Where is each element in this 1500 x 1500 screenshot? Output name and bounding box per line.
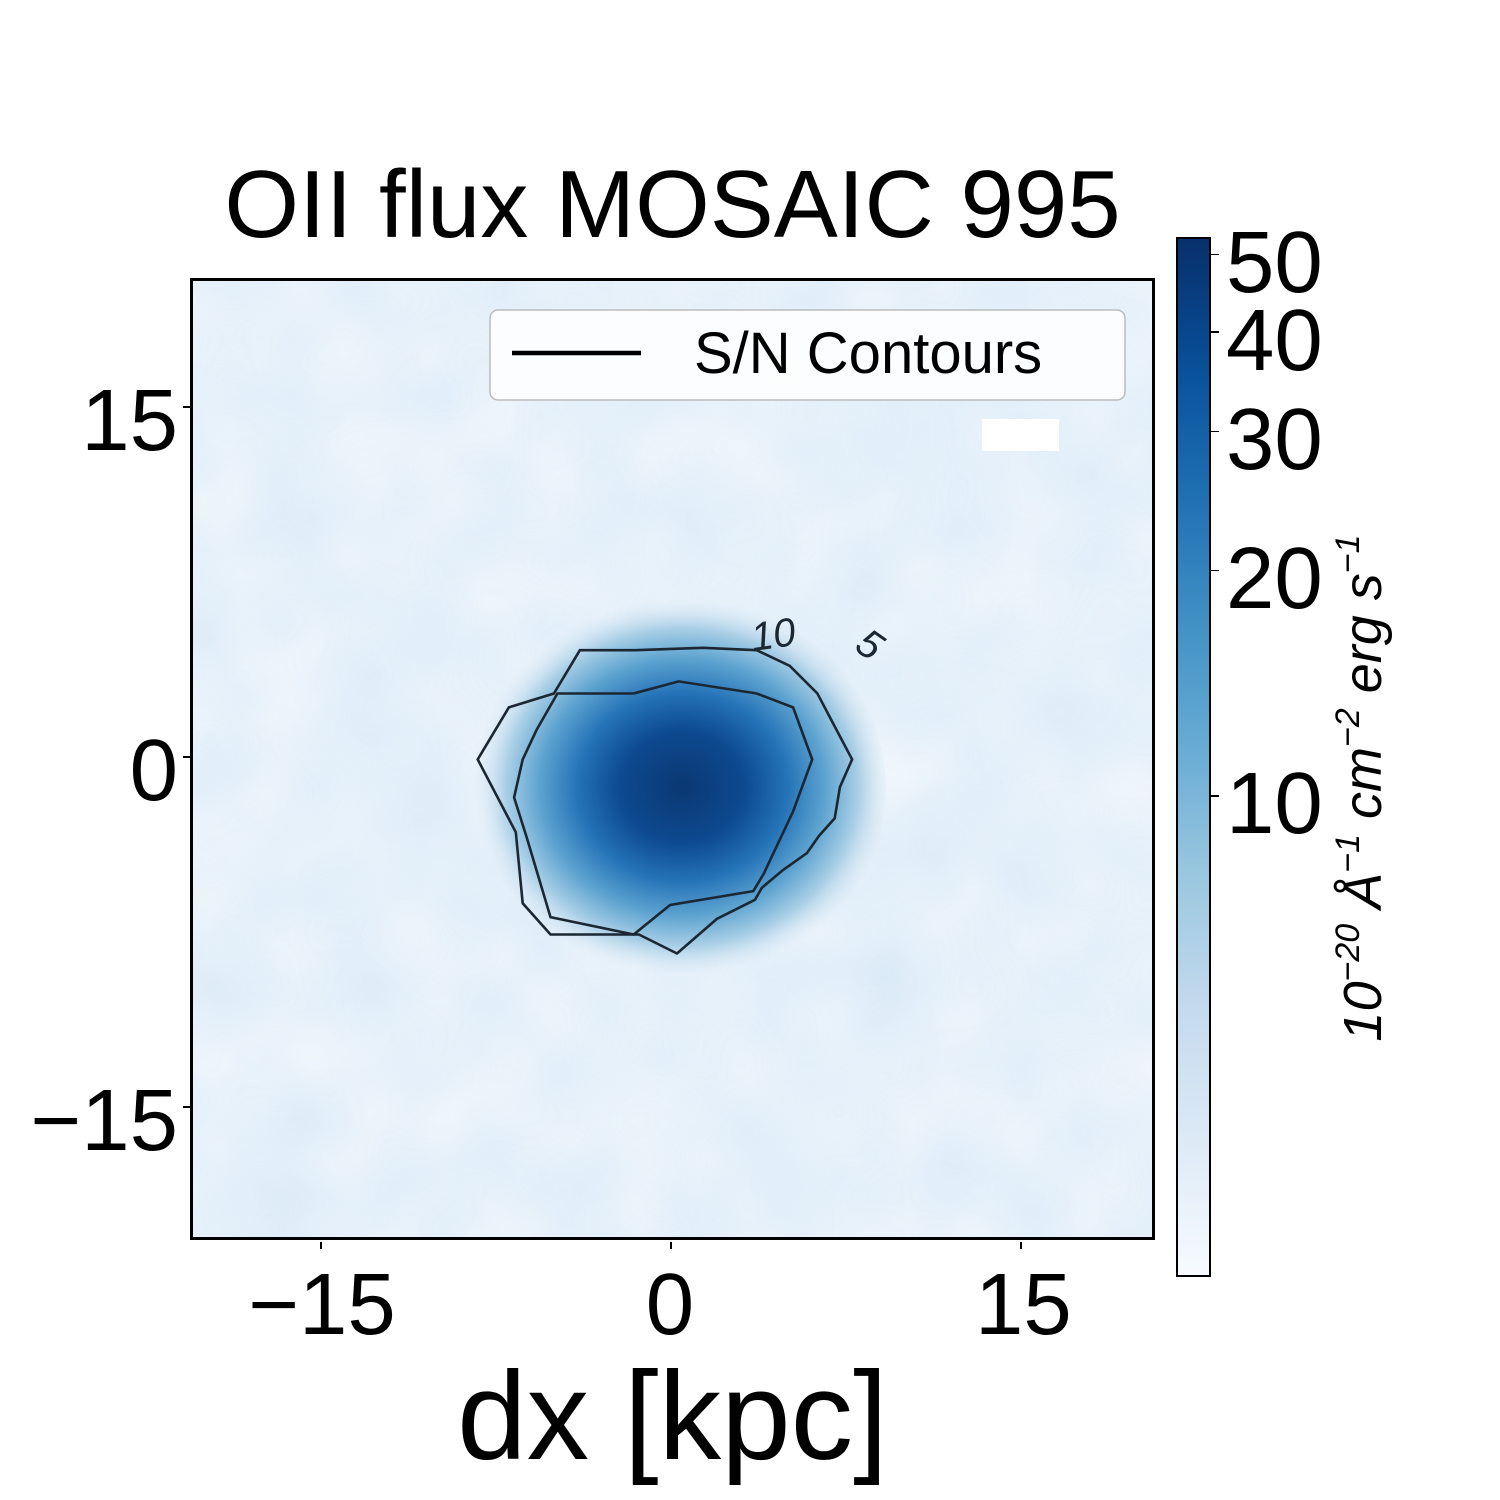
svg-text:10: 10 (748, 610, 798, 660)
svg-text:S/N Contours: S/N Contours (694, 321, 1042, 386)
